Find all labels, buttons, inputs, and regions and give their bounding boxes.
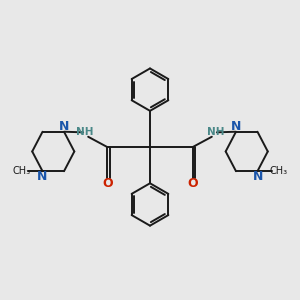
- Text: N: N: [59, 120, 69, 133]
- Text: CH₃: CH₃: [269, 166, 287, 176]
- Text: O: O: [102, 177, 112, 190]
- Text: CH₃: CH₃: [13, 166, 31, 176]
- Text: NH: NH: [207, 127, 224, 137]
- Text: N: N: [253, 170, 263, 183]
- Text: N: N: [231, 120, 241, 133]
- Text: N: N: [37, 170, 47, 183]
- Text: NH: NH: [76, 127, 93, 137]
- Text: O: O: [188, 177, 198, 190]
